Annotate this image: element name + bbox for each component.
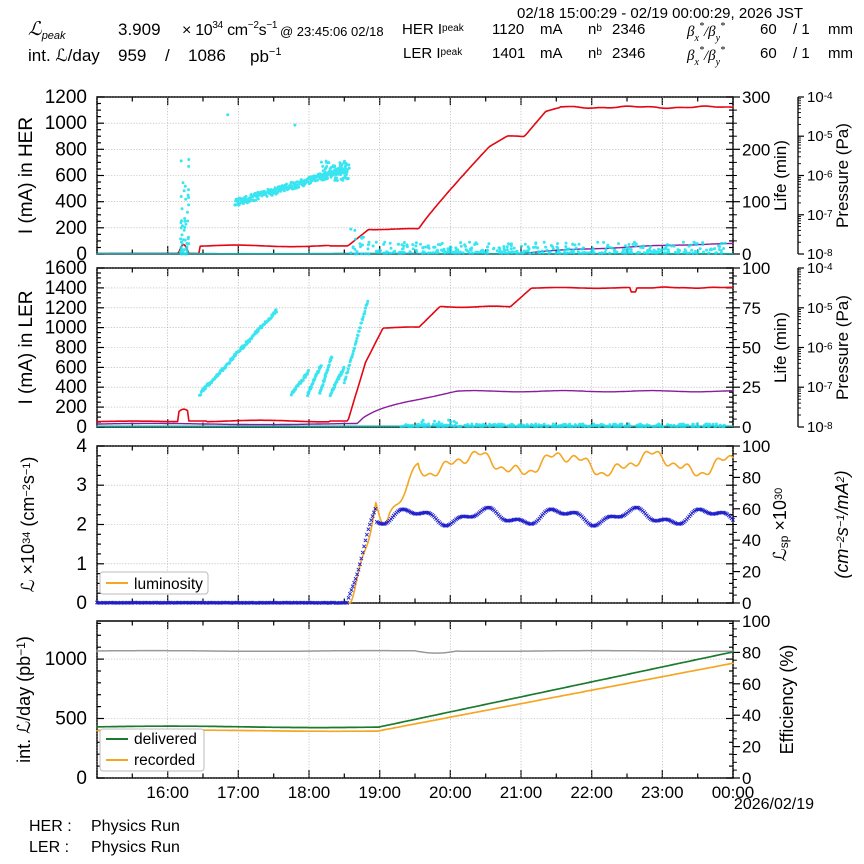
svg-text:1000: 1000 bbox=[45, 113, 87, 134]
svg-text:100: 100 bbox=[742, 259, 770, 278]
svg-text:23:00: 23:00 bbox=[641, 783, 684, 802]
svg-text:Pressure (Pa): Pressure (Pa) bbox=[833, 123, 852, 228]
svg-text:10-7: 10-7 bbox=[807, 207, 833, 224]
svg-text:75: 75 bbox=[742, 299, 761, 318]
svg-text:200: 200 bbox=[55, 218, 87, 239]
svg-text:10-6: 10-6 bbox=[807, 340, 833, 357]
svg-text:1000: 1000 bbox=[45, 649, 87, 670]
svg-text:10-4: 10-4 bbox=[807, 89, 833, 106]
svg-text:1200: 1200 bbox=[45, 87, 87, 108]
svg-text:60: 60 bbox=[742, 675, 761, 694]
svg-text:1400: 1400 bbox=[45, 278, 87, 299]
svg-text:18:00: 18:00 bbox=[288, 783, 331, 802]
svg-text:200: 200 bbox=[55, 397, 87, 418]
svg-text:800: 800 bbox=[55, 139, 87, 160]
svg-text:10-6: 10-6 bbox=[807, 168, 833, 185]
svg-text:40: 40 bbox=[742, 531, 761, 550]
svg-text:0: 0 bbox=[76, 417, 87, 438]
svg-text:1000: 1000 bbox=[45, 318, 87, 339]
svg-text:100: 100 bbox=[742, 193, 770, 212]
svg-text:(cm−2s−1/mA2): (cm−2s−1/mA2) bbox=[832, 470, 852, 578]
svg-text:I (mA) in HER: I (mA) in HER bbox=[16, 117, 37, 234]
svg-text:3: 3 bbox=[76, 475, 87, 496]
svg-text:Pressure (Pa): Pressure (Pa) bbox=[833, 295, 852, 400]
svg-text:2026/02/19: 2026/02/19 bbox=[734, 796, 814, 813]
svg-text:800: 800 bbox=[55, 338, 87, 359]
svg-text:Life (min): Life (min) bbox=[771, 140, 790, 211]
svg-text:400: 400 bbox=[55, 377, 87, 398]
svg-text:I (mA) in LER: I (mA) in LER bbox=[16, 290, 37, 404]
svg-text:21:00: 21:00 bbox=[500, 783, 543, 802]
svg-text:1200: 1200 bbox=[45, 298, 87, 319]
svg-text:1600: 1600 bbox=[45, 258, 87, 279]
svg-text:0: 0 bbox=[76, 593, 87, 614]
svg-text:10-5: 10-5 bbox=[807, 128, 833, 145]
svg-text:20:00: 20:00 bbox=[429, 783, 472, 802]
svg-text:recorded: recorded bbox=[134, 752, 195, 769]
svg-text:25: 25 bbox=[742, 378, 761, 397]
svg-text:300: 300 bbox=[742, 88, 770, 107]
svg-text:10-4: 10-4 bbox=[807, 260, 833, 277]
svg-text:10-7: 10-7 bbox=[807, 379, 833, 396]
svg-text:600: 600 bbox=[55, 166, 87, 187]
svg-text:4: 4 bbox=[76, 436, 87, 457]
svg-text:19:00: 19:00 bbox=[358, 783, 401, 802]
svg-text:0: 0 bbox=[742, 418, 751, 437]
svg-text:200: 200 bbox=[742, 140, 770, 159]
svg-text:500: 500 bbox=[55, 709, 87, 730]
svg-text:1: 1 bbox=[76, 554, 87, 575]
svg-text:2: 2 bbox=[76, 515, 87, 536]
svg-text:Life (min): Life (min) bbox=[771, 312, 790, 383]
svg-text:Efficiency (%): Efficiency (%) bbox=[777, 645, 797, 755]
svg-text:0: 0 bbox=[76, 768, 87, 789]
svg-text:delivered: delivered bbox=[134, 731, 197, 748]
svg-text:22:00: 22:00 bbox=[570, 783, 613, 802]
svg-text:10-5: 10-5 bbox=[807, 300, 833, 317]
svg-text:10-8: 10-8 bbox=[807, 419, 833, 436]
svg-text:17:00: 17:00 bbox=[217, 783, 260, 802]
svg-text:int. ℒ/day (pb−1): int. ℒ/day (pb−1) bbox=[14, 636, 34, 763]
svg-text:16:00: 16:00 bbox=[146, 783, 189, 802]
svg-text:40: 40 bbox=[742, 706, 761, 725]
svg-text:50: 50 bbox=[742, 339, 761, 358]
svg-text:20: 20 bbox=[742, 563, 761, 582]
svg-text:60: 60 bbox=[742, 500, 761, 519]
svg-text:0: 0 bbox=[742, 594, 751, 613]
svg-text:80: 80 bbox=[742, 643, 761, 662]
svg-text:400: 400 bbox=[55, 192, 87, 213]
svg-text:ℒsp ×1030: ℒsp ×1030 bbox=[770, 488, 791, 561]
svg-text:luminosity: luminosity bbox=[134, 576, 203, 593]
svg-text:100: 100 bbox=[742, 437, 770, 456]
svg-text:20: 20 bbox=[742, 738, 761, 757]
svg-text:ℒ ×1034 (cm−2s−1): ℒ ×1034 (cm−2s−1) bbox=[18, 457, 38, 593]
svg-text:600: 600 bbox=[55, 357, 87, 378]
svg-text:100: 100 bbox=[742, 612, 770, 631]
svg-text:80: 80 bbox=[742, 468, 761, 487]
